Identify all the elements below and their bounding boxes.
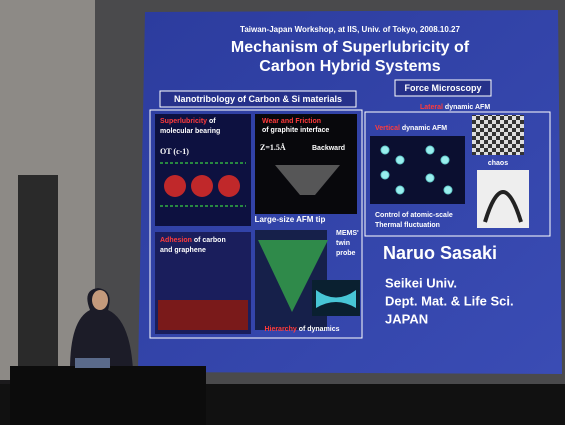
cell-label: Hierarchy of dynamics [264,326,339,333]
cell-label: Lateral dynamic AFM [420,104,490,111]
molecule [164,175,186,197]
laptop [75,358,110,368]
cell-label: and graphene [160,247,206,254]
text-span: Hierarchy [264,326,296,333]
section-label: Force Microscopy [404,83,481,93]
photo: Taiwan-Japan Workshop, at IIS, Univ. of … [0,0,565,425]
cell-label: twin [336,240,350,247]
text-span: dynamic AFM [402,125,447,132]
cell-label: Backward [312,145,345,152]
slide-title: Carbon Hybrid Systems [259,58,440,75]
text-span: Superlubricity [160,118,207,125]
slide-header: Taiwan-Japan Workshop, at IIS, Univ. of … [240,25,460,34]
slide-title: Mechanism of Superlubricity of [231,39,470,56]
cell-label: of graphite interface [262,127,329,134]
cell-label: molecular bearing [160,128,220,135]
cell-label: Large-size AFM tip [255,215,326,224]
podium [10,366,206,425]
molecule [218,175,240,197]
text-span: Adhesion [160,237,192,244]
cell-label: Adhesion of carbon [160,237,226,244]
cell-label: Thermal fluctuation [375,222,440,229]
affiliation: Dept. Mat. & Life Sci. [385,293,514,308]
text-span: of carbon [194,237,226,244]
cell-label: Vertical dynamic AFM [375,125,447,132]
molecule [191,175,213,197]
cell-label: chaos [488,160,508,167]
text-span: of [209,118,216,125]
cell-label: probe [336,250,356,257]
cell-label: Z=1.5Å [260,143,286,152]
text-span: of dynamics [299,326,340,333]
presenter-face [92,290,108,310]
text-span: dynamic AFM [445,104,490,111]
cell-label: Control of atomic-scale [375,212,453,219]
cell-label: MEMS' [336,230,359,237]
text-span: Vertical [375,125,400,132]
cell-label: Superlubricity of [160,118,216,125]
section-label: Nanotribology of Carbon & Si materials [174,94,342,104]
chaos-image [472,115,524,155]
cell-label: OT (c-1) [160,147,189,156]
text-span: Lateral [420,104,443,111]
speaker-box [18,175,58,375]
affiliation: Seikei Univ. [385,275,457,290]
speaker-name: Naruo Sasaki [383,243,497,263]
affiliation: JAPAN [385,311,428,326]
cell-label: Wear and Friction [262,118,321,125]
decor [158,300,248,330]
